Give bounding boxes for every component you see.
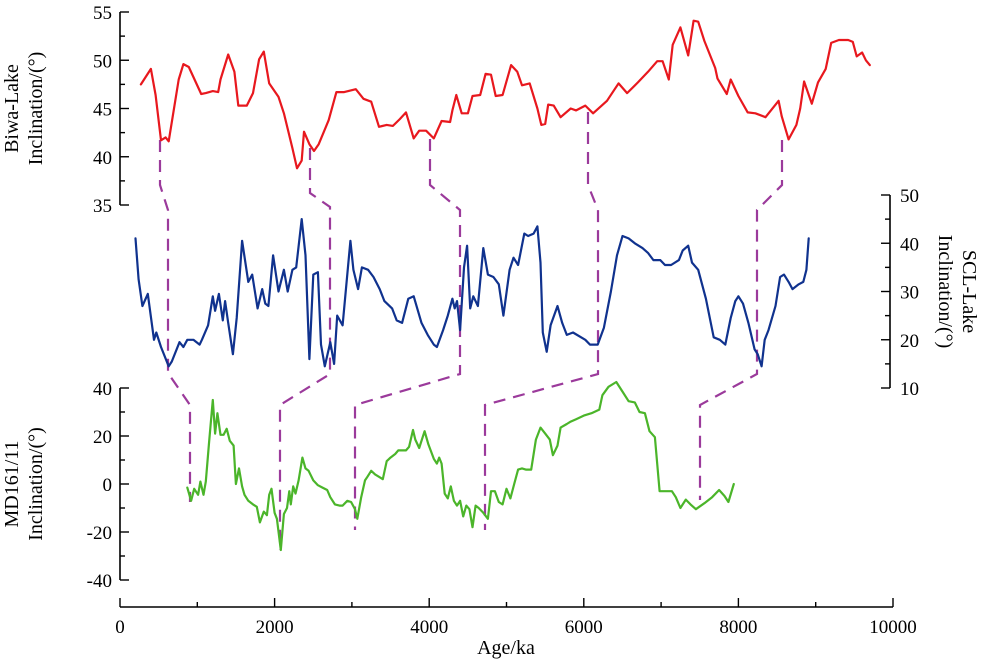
md-y-tick-label: -20 bbox=[87, 523, 112, 544]
scl-series-line bbox=[134, 218, 810, 368]
scl-y-tick-label: 50 bbox=[900, 186, 919, 207]
scl-y-tick-label: 20 bbox=[900, 331, 919, 352]
md-y-tick-label: 20 bbox=[93, 427, 112, 448]
md-y-axis-label-line: Inclination/(°) bbox=[25, 427, 47, 541]
correlation-tie-line bbox=[698, 140, 784, 500]
axes bbox=[119, 11, 894, 608]
md-y-tick-label: -40 bbox=[87, 571, 112, 592]
series-lines bbox=[134, 19, 871, 552]
correlation-tie-line bbox=[353, 139, 462, 530]
x-tick-label: 2000 bbox=[256, 617, 294, 638]
biwa-y-tick-label: 35 bbox=[93, 196, 112, 217]
biwa-y-axis-label-line: Biwa-Lake bbox=[1, 64, 23, 153]
biwa-y-axis-label-line: Inclination/(°) bbox=[25, 52, 47, 166]
scl-y-tick-label: 30 bbox=[900, 283, 919, 304]
scl-y-tick-label: 10 bbox=[900, 379, 919, 400]
x-tick-label: 6000 bbox=[565, 617, 603, 638]
biwa-y-axis-label: Biwa-Lake Inclination/(°) bbox=[1, 52, 47, 166]
biwa-y-tick-label: 45 bbox=[93, 100, 112, 121]
correlation-tie-line bbox=[483, 112, 600, 530]
md-y-tick-label: 40 bbox=[93, 379, 112, 400]
x-tick-label: 10000 bbox=[869, 617, 917, 638]
x-tick-label: 0 bbox=[115, 617, 125, 638]
md-y-axis-label-line: MD161/11 bbox=[1, 440, 23, 527]
scl-y-tick-label: 40 bbox=[900, 234, 919, 255]
x-axis-label: Age/ka bbox=[477, 637, 535, 659]
x-tick-label: 4000 bbox=[410, 617, 448, 638]
biwa-y-tick-label: 50 bbox=[93, 51, 112, 72]
md-y-axis-label: MD161/11 Inclination/(°) bbox=[1, 427, 47, 541]
biwa-y-tick-label: 55 bbox=[93, 3, 112, 24]
correlation-lines bbox=[158, 112, 784, 550]
biwa-series-line bbox=[139, 19, 871, 170]
md-y-tick-label: 0 bbox=[103, 475, 113, 496]
x-tick-label: 8000 bbox=[719, 617, 757, 638]
md-series-line bbox=[186, 380, 735, 552]
scl-y-axis-label-line: Inclination/(°) bbox=[934, 235, 956, 349]
biwa-y-tick-label: 40 bbox=[93, 148, 112, 169]
correlation-tie-line bbox=[158, 140, 192, 502]
scl-y-axis-label-line: SCL-Lake bbox=[958, 250, 980, 333]
